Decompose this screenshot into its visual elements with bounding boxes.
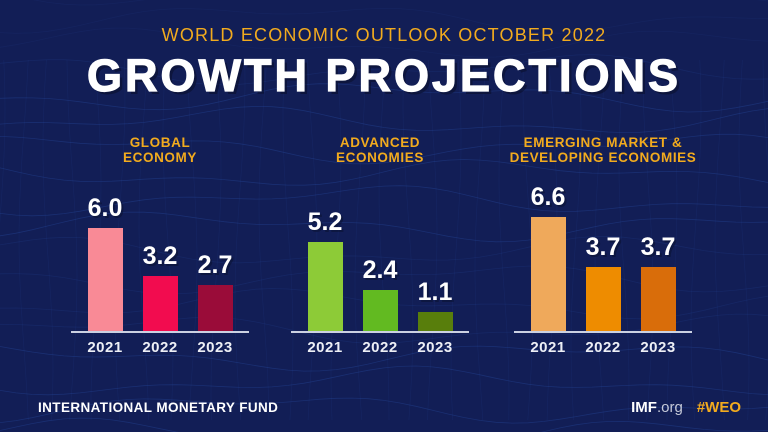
weo-hashtag: #WEO: [696, 399, 741, 416]
x-axis-labels: 2021 2022 2023: [291, 339, 469, 356]
chart-group-title-line: ECONOMIES: [336, 150, 424, 165]
bar-column: 3.7: [585, 233, 621, 331]
imf-logo-text: IMF: [631, 399, 657, 416]
bar-column: 3.2: [142, 242, 178, 331]
imf-org-suffix: .org: [656, 399, 683, 416]
bar: [142, 276, 178, 331]
chart-group-title-line: ADVANCED: [339, 135, 421, 150]
page-title: GROWTH PROJECTIONS: [86, 49, 682, 101]
bar-area: 5.2 2.4 1.1: [291, 130, 469, 331]
axis-line: [71, 331, 249, 333]
year-label: 2021: [530, 339, 566, 356]
year-label: 2021: [307, 339, 343, 356]
bar-column: 6.6: [530, 183, 566, 331]
bar-column: 2.7: [197, 251, 233, 331]
bar-area: 6.0 3.2 2.7: [71, 130, 249, 331]
org-name: INTERNATIONAL MONETARY FUND: [38, 400, 279, 415]
bar: [585, 267, 621, 331]
year-label: 2022: [362, 339, 398, 356]
bar-area: 6.6 3.7 3.7: [514, 130, 692, 331]
bar: [197, 285, 233, 331]
report-eyebrow: WORLD ECONOMIC OUTLOOK OCTOBER 2022: [161, 25, 607, 45]
year-label: 2021: [87, 339, 123, 356]
bar-column: 1.1: [417, 278, 453, 331]
bar: [530, 217, 566, 331]
year-label: 2023: [417, 339, 453, 356]
bar-value-label: 3.7: [585, 233, 621, 261]
axis-line: [514, 331, 692, 333]
bar-column: 5.2: [307, 208, 343, 331]
bar-value-label: 2.7: [197, 251, 233, 279]
bar-column: 6.0: [87, 194, 123, 331]
year-label: 2022: [585, 339, 621, 356]
chart-group-global-economy: GLOBAL ECONOMY 6.0 3.2 2.7 2021 2022 2023: [71, 130, 249, 362]
chart-group-title: ADVANCED ECONOMIES: [277, 135, 483, 165]
bar-column: 3.7: [640, 233, 676, 331]
chart-group-title-line: EMERGING MARKET &: [523, 135, 683, 150]
year-label: 2022: [142, 339, 178, 356]
bar: [307, 242, 343, 331]
bar-column: 2.4: [362, 256, 398, 331]
chart-group-title-line: GLOBAL: [129, 135, 191, 150]
footer-links: IMF .org #WEO: [631, 399, 741, 416]
x-axis-labels: 2021 2022 2023: [514, 339, 692, 356]
year-label: 2023: [197, 339, 233, 356]
axis-line: [291, 331, 469, 333]
x-axis-labels: 2021 2022 2023: [71, 339, 249, 356]
year-label: 2023: [640, 339, 676, 356]
bar: [417, 312, 453, 331]
chart-group-title-line: ECONOMY: [123, 150, 197, 165]
bar-value-label: 1.1: [417, 278, 453, 306]
chart-group-advanced-economies: ADVANCED ECONOMIES 5.2 2.4 1.1 2021 2022 2023: [291, 130, 469, 362]
bar: [362, 290, 398, 331]
bar: [640, 267, 676, 331]
bar: [87, 228, 123, 331]
chart-group-title-line: DEVELOPING ECONOMIES: [509, 150, 697, 165]
bar-value-label: 6.6: [530, 183, 566, 211]
bar-value-label: 5.2: [307, 208, 343, 236]
bar-value-label: 6.0: [87, 194, 123, 222]
bar-value-label: 3.2: [142, 242, 178, 270]
chart-group-title: EMERGING MARKET & DEVELOPING ECONOMIES: [500, 135, 706, 165]
bar-value-label: 2.4: [362, 256, 398, 284]
bar-value-label: 3.7: [640, 233, 676, 261]
chart-group-title: GLOBAL ECONOMY: [57, 135, 263, 165]
chart-group-emerging-markets: EMERGING MARKET & DEVELOPING ECONOMIES 6.…: [510, 130, 696, 362]
